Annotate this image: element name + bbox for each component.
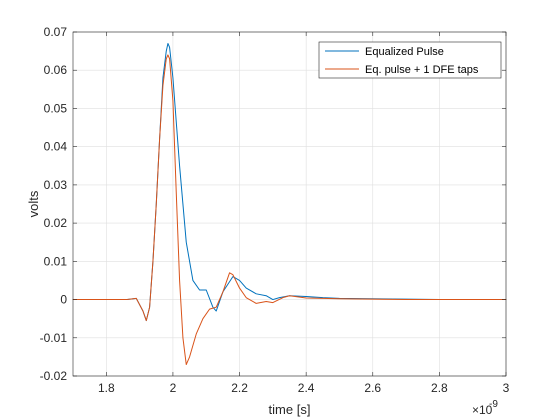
y-tick-label: 0.01 [44, 254, 68, 268]
x-exponent-power: -9 [489, 399, 498, 410]
y-tick-label: 0.02 [44, 216, 68, 230]
x-tick-label: 2.4 [298, 381, 315, 395]
y-tick-label: 0.05 [44, 101, 68, 115]
plot-area [73, 32, 506, 376]
x-tick-label: 2.2 [231, 381, 248, 395]
series-line-dfe-taps [72, 54, 507, 366]
legend-label-equalized-pulse: Equalized Pulse [365, 46, 444, 58]
y-tick-label: 0.06 [44, 63, 68, 77]
legend: Equalized Pulse Eq. pulse + 1 DFE taps [318, 41, 502, 79]
y-tick-label: 0.07 [44, 25, 68, 39]
plot-frame [72, 31, 507, 377]
x-tick-label: 3 [503, 381, 510, 395]
y-tick-label: 0.04 [44, 140, 68, 154]
y-tick-label: -0.01 [40, 331, 68, 345]
legend-label-dfe-taps: Eq. pulse + 1 DFE taps [365, 64, 479, 76]
y-tick-label: -0.02 [40, 369, 68, 383]
x-axis-label: time [s] [269, 402, 311, 417]
x-tick-label: 2.6 [364, 381, 381, 395]
x-tick-label: 1.8 [98, 381, 115, 395]
series-layer [72, 42, 507, 366]
y-tick-label: 0 [60, 293, 67, 307]
ticks-layer: 1.8 2 2.2 2.4 2.6 2.8 3 -0.02 -0.01 0 0.01 0.02 0.03… [40, 25, 510, 395]
x-exponent: ×10 -9 [472, 399, 498, 417]
x-exponent-base: ×10 [472, 403, 493, 417]
y-axis-label: volts [26, 190, 41, 217]
legend-box [318, 41, 502, 79]
y-tick-label: 0.03 [44, 178, 68, 192]
x-tick-label: 2 [170, 381, 177, 395]
x-tick-label: 2.8 [431, 381, 448, 395]
